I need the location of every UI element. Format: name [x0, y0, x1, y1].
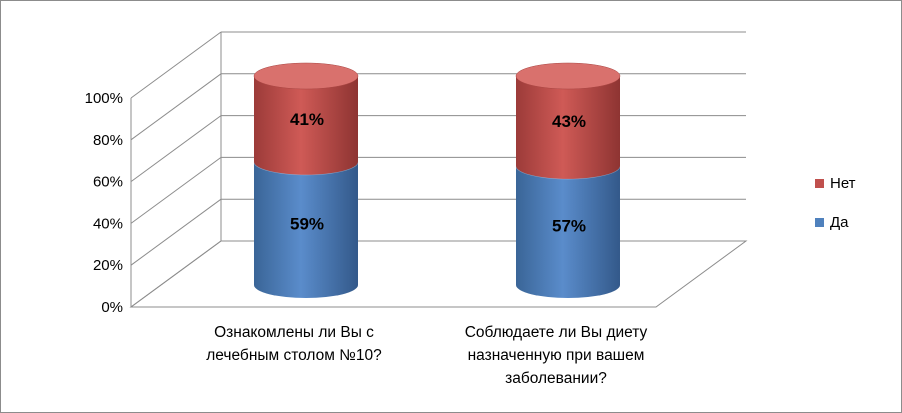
y-tick-label: 0% — [101, 299, 123, 316]
y-tick-label: 100% — [85, 90, 123, 107]
y-tick-label: 80% — [93, 132, 123, 149]
gridline-side — [130, 73, 222, 141]
category-label: лечебным столом №10? — [206, 347, 382, 364]
bar-segment-net: 43% — [515, 62, 621, 179]
gridline-side — [130, 115, 222, 183]
cylinder-body — [516, 165, 620, 298]
bar-segment-da: 59% — [253, 161, 359, 298]
floor — [129, 240, 748, 308]
legend-item-da: Да — [815, 214, 849, 231]
data-label: 59% — [290, 214, 324, 233]
cylinder-body — [254, 161, 358, 298]
category-label: Соблюдаете ли Вы диету — [465, 324, 648, 341]
legend-label: Нет — [830, 175, 856, 192]
legend-item-net: Нет — [815, 175, 856, 192]
data-label: 43% — [552, 112, 586, 131]
cylinder-body — [254, 76, 358, 175]
cylinder-top — [515, 62, 621, 90]
bar-segment-net: 41% — [253, 62, 359, 175]
cylinder-body — [516, 76, 620, 179]
bars-layer: 59% 41% 57% 43% — [253, 62, 621, 298]
legend-label: Да — [830, 214, 849, 231]
gridline-side — [130, 156, 222, 224]
gridline-side — [130, 31, 222, 99]
category-label: Ознакомлены ли Вы с — [214, 324, 374, 341]
data-label: 57% — [552, 216, 586, 235]
y-tick-label: 20% — [93, 257, 123, 274]
legend: Нет Да — [815, 175, 856, 231]
category-label: заболевании? — [505, 370, 607, 387]
axis-layer: 0% 20% 40% 60% 80% 100% Ознакомлены ли Вы с леч… — [85, 90, 648, 387]
gridline-side — [130, 198, 222, 266]
category-label: назначенную при вашем — [468, 347, 645, 364]
legend-swatch — [815, 179, 824, 188]
y-tick-label: 40% — [93, 215, 123, 232]
bar-segment-da: 57% — [515, 165, 621, 298]
grid-layer — [129, 31, 748, 308]
legend-swatch — [815, 218, 824, 227]
y-tick-label: 60% — [93, 174, 123, 191]
data-label: 41% — [290, 110, 324, 129]
cylinder-top — [253, 62, 359, 90]
